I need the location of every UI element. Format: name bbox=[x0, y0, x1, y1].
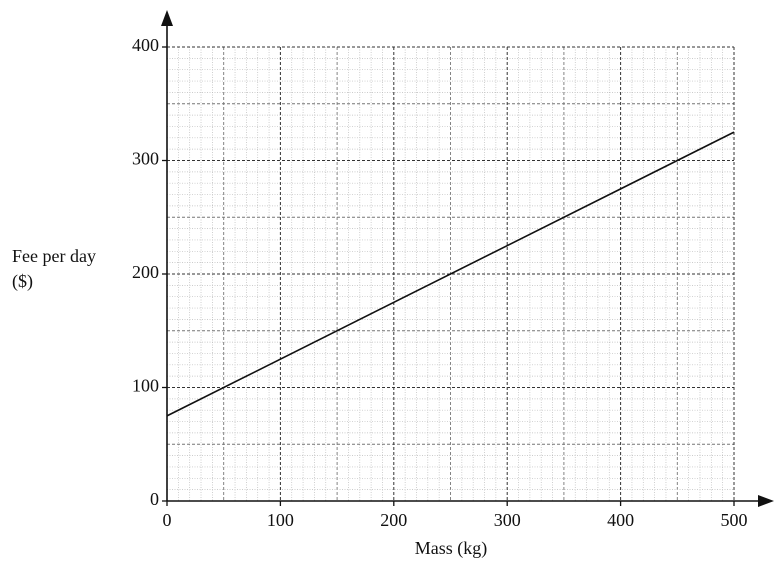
x-axis-arrow bbox=[758, 495, 774, 507]
x-tick-label: 200 bbox=[380, 510, 407, 530]
x-tick-label: 400 bbox=[607, 510, 634, 530]
x-tick-label: 100 bbox=[267, 510, 294, 530]
x-axis-label: Mass (kg) bbox=[415, 538, 488, 559]
y-tick-label: 300 bbox=[132, 149, 159, 169]
y-axis-label: ($) bbox=[12, 271, 33, 292]
x-tick-label: 500 bbox=[721, 510, 748, 530]
x-tick-label: 0 bbox=[163, 510, 172, 530]
y-tick-label: 100 bbox=[132, 376, 159, 396]
y-axis-arrow bbox=[161, 10, 173, 26]
y-tick-label: 0 bbox=[150, 489, 159, 509]
y-axis-label: Fee per day bbox=[12, 246, 96, 266]
y-tick-label: 200 bbox=[132, 262, 159, 282]
y-tick-label: 400 bbox=[132, 35, 159, 55]
data-line bbox=[166, 131, 735, 417]
x-tick-label: 300 bbox=[494, 510, 521, 530]
